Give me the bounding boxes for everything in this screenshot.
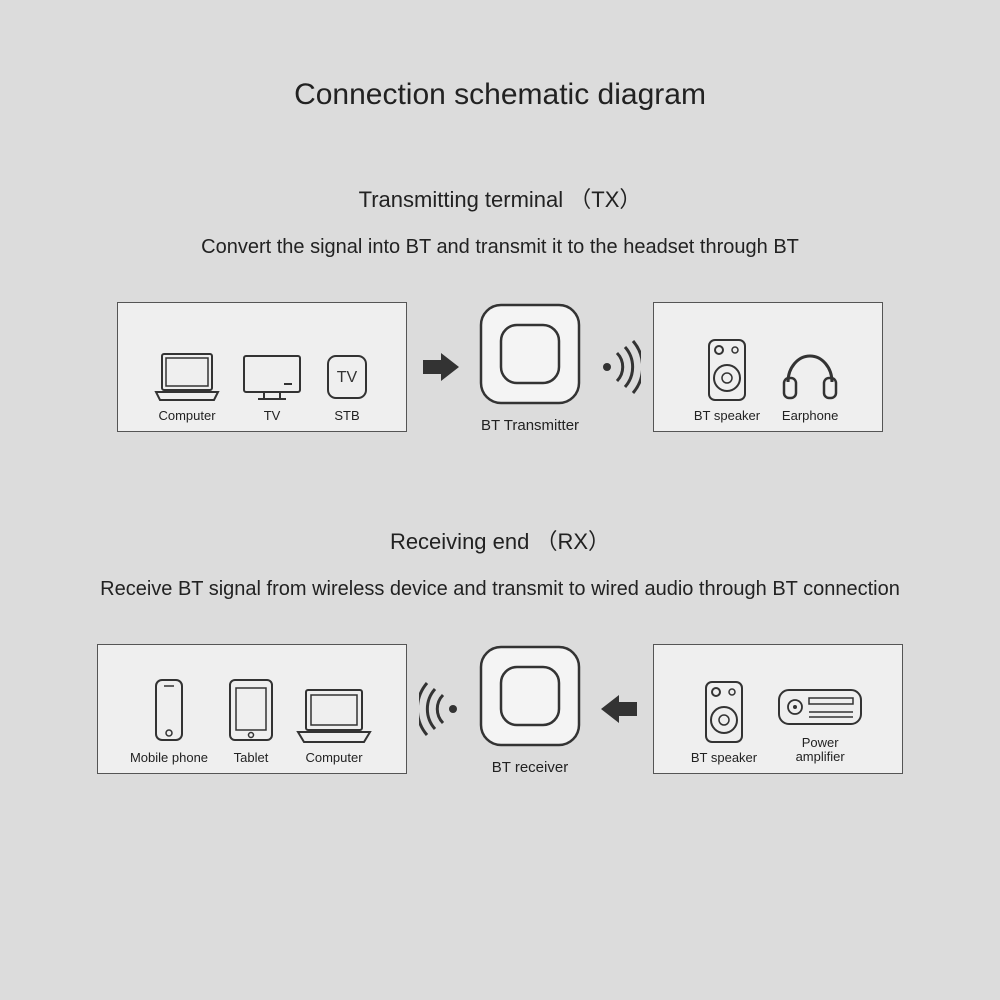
phone-icon	[150, 678, 188, 744]
laptop-icon	[294, 688, 374, 744]
tablet-icon	[226, 678, 276, 744]
stb-label: STB	[334, 408, 359, 423]
power-amp-item: Poweramplifier	[775, 684, 865, 765]
tx-desc: Convert the signal into BT and transmit …	[0, 236, 1000, 259]
wireless-icon	[597, 339, 641, 395]
computer-label-rx: Computer	[305, 750, 362, 765]
bt-speaker-label: BT speaker	[694, 408, 760, 423]
tx-heading: Transmitting terminal （TX）	[0, 182, 1000, 214]
bt-transmitter-label: BT Transmitter	[481, 417, 579, 434]
stb-badge: TV	[337, 369, 358, 386]
amplifier-icon	[775, 684, 865, 730]
bt-speaker-item-rx: BT speaker	[691, 680, 757, 765]
power-amp-label: Poweramplifier	[796, 736, 845, 765]
stb-item: TV STB	[322, 352, 372, 423]
mobile-label: Mobile phone	[130, 750, 208, 765]
tx-row: Computer TV TV STB	[0, 299, 1000, 434]
earphone-label: Earphone	[782, 408, 838, 423]
bt-device-icon	[475, 641, 585, 751]
bt-receiver-label: BT receiver	[492, 759, 568, 776]
rx-desc: Receive BT signal from wireless device a…	[0, 578, 1000, 601]
speaker-icon	[705, 338, 749, 402]
tablet-label: Tablet	[234, 750, 269, 765]
bt-device-icon	[475, 299, 585, 409]
bt-speaker-label-rx: BT speaker	[691, 750, 757, 765]
rx-row: Mobile phone Tablet Computer	[0, 641, 1000, 776]
computer-item-rx: Computer	[294, 688, 374, 765]
bt-transmitter: BT Transmitter	[475, 299, 585, 434]
bt-speaker-item: BT speaker	[694, 338, 760, 423]
tx-sources-box: Computer TV TV STB	[117, 302, 407, 432]
bt-receiver: BT receiver	[475, 641, 585, 776]
tv-item: TV	[240, 352, 304, 423]
rx-heading: Receiving end （RX）	[0, 524, 1000, 556]
tablet-item: Tablet	[226, 678, 276, 765]
tv-label: TV	[264, 408, 281, 423]
rx-targets-box: BT speaker Poweramplifier	[653, 644, 903, 774]
laptop-icon	[152, 352, 222, 402]
earphone-item: Earphone	[778, 342, 842, 423]
arrow-left-icon	[597, 689, 641, 729]
tx-targets-box: BT speaker Earphone	[653, 302, 883, 432]
computer-item: Computer	[152, 352, 222, 423]
computer-label: Computer	[158, 408, 215, 423]
speaker-icon	[702, 680, 746, 744]
arrow-right-icon	[419, 347, 463, 387]
wireless-icon-left	[419, 681, 463, 737]
rx-sources-box: Mobile phone Tablet Computer	[97, 644, 407, 774]
tv-icon	[240, 352, 304, 402]
mobile-item: Mobile phone	[130, 678, 208, 765]
page-title: Connection schematic diagram	[0, 0, 1000, 112]
headphone-icon	[778, 342, 842, 402]
stb-icon: TV	[322, 352, 372, 402]
